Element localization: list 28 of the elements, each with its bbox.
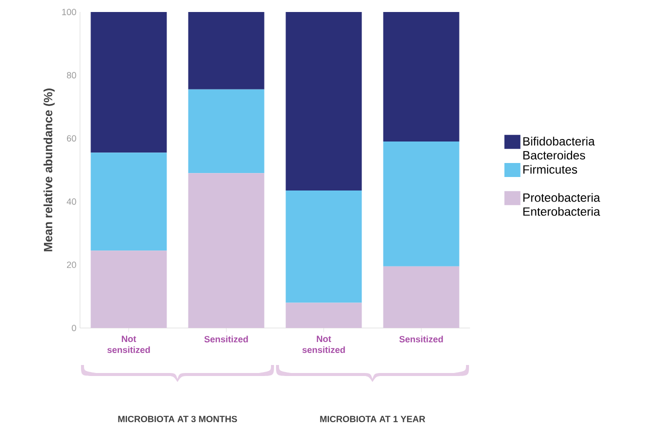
bar xyxy=(188,89,264,174)
bar xyxy=(286,302,362,328)
x-tick-label: Sensitized xyxy=(204,336,248,342)
text: MICROBIOTA AT 1 YEAR xyxy=(320,416,426,422)
x-tick-label: Not sensitized xyxy=(107,336,150,353)
y-tick-label: 80 xyxy=(66,72,76,78)
bar xyxy=(383,142,460,266)
bar xyxy=(188,173,264,328)
y-tick-label: 0 xyxy=(72,324,76,332)
x-tick-label: Not sensitized xyxy=(302,336,345,353)
y-tick-label: 40 xyxy=(66,198,76,205)
x-tick-label: Sensitized xyxy=(399,336,443,342)
bar xyxy=(188,12,264,90)
y-tick-label: 60 xyxy=(66,135,76,142)
legend-label: Firmicutes xyxy=(523,164,578,174)
bar xyxy=(286,12,362,191)
bar xyxy=(286,190,362,303)
legend-label: Bifidobacteria Bacteroides xyxy=(523,136,595,160)
bar xyxy=(90,250,167,328)
bar xyxy=(90,152,167,251)
y-axis-title: Mean relative abundance (%) xyxy=(44,88,55,252)
legend-label: Proteobacteria Enterobacteria xyxy=(523,193,600,216)
bar xyxy=(383,12,460,142)
y-tick-label: 20 xyxy=(66,262,76,268)
y-tick-label: 100 xyxy=(62,8,76,16)
bar xyxy=(90,12,167,153)
bar xyxy=(383,266,460,328)
text: MICROBIOTA AT 3 MONTHS xyxy=(118,416,237,422)
